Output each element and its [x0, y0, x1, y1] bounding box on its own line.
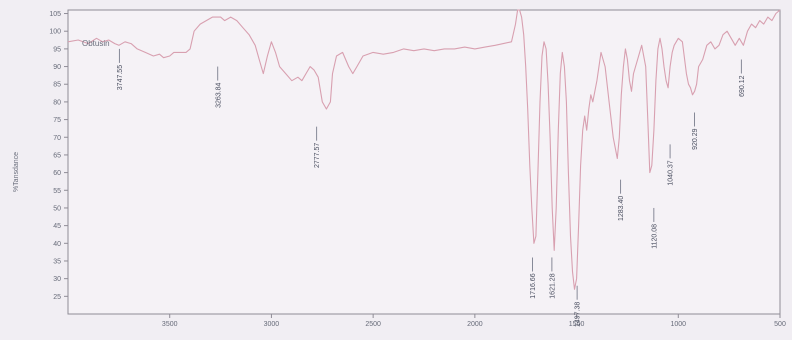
x-tick-label: 2000 — [467, 321, 483, 328]
peak-label: 3263.84 — [215, 83, 222, 108]
y-tick-label: 90 — [53, 64, 61, 71]
peak-label: 1621.28 — [549, 273, 556, 298]
x-tick-label: 3000 — [264, 321, 280, 328]
peak-label: 1497.38 — [575, 302, 582, 327]
x-tick-label: 1000 — [670, 321, 686, 328]
x-tick-label: 3500 — [162, 321, 178, 328]
y-tick-label: 75 — [53, 117, 61, 124]
y-tick-label: 65 — [53, 152, 61, 159]
peak-annotations: 3747.55 3263.84 2777.57 1716.66 1621.28 1497.… — [117, 48, 746, 327]
x-tick-label: 1500 — [569, 321, 585, 328]
peak-label: 1283.40 — [618, 196, 625, 221]
series-line-obtusin — [67, 9, 781, 290]
y-tick-label: 95 — [53, 46, 61, 53]
y-tick-label: 25 — [53, 294, 61, 301]
y-tick-label: 105 — [49, 11, 61, 18]
peak-label: 3747.55 — [117, 65, 124, 90]
x-axis: 3500 3000 2500 2000 1500 1000 500 — [162, 314, 786, 328]
y-tick-label: 35 — [53, 258, 61, 265]
y-tick-label: 85 — [53, 82, 61, 89]
y-tick-label: 80 — [53, 99, 61, 106]
peak-label: 1040.37 — [668, 160, 675, 185]
x-tick-label: 500 — [774, 321, 786, 328]
peak-label: 2777.57 — [314, 143, 321, 168]
y-axis-title: %Tansdance — [13, 152, 20, 192]
y-tick-label: 50 — [53, 205, 61, 212]
series-group — [67, 9, 781, 290]
x-tick-label: 2500 — [365, 321, 381, 328]
y-tick-label: 100 — [49, 29, 61, 36]
y-tick-label: 55 — [53, 188, 61, 195]
legend-label: Obtusin — [82, 39, 110, 48]
y-tick-label: 40 — [53, 241, 61, 248]
plot-area-frame — [67, 9, 781, 315]
peak-label: 920.29 — [692, 128, 699, 150]
peak-label: 690.12 — [739, 75, 746, 97]
peak-label: 1120.08 — [651, 224, 658, 249]
y-tick-label: 60 — [53, 170, 61, 177]
peak-label: 1716.66 — [530, 273, 537, 298]
y-axis: 25 30 35 40 45 50 55 60 65 70 75 80 85 90 95 100 105 — [49, 11, 68, 301]
y-tick-label: 30 — [53, 276, 61, 283]
y-tick-label: 45 — [53, 223, 61, 230]
y-tick-label: 70 — [53, 135, 61, 142]
